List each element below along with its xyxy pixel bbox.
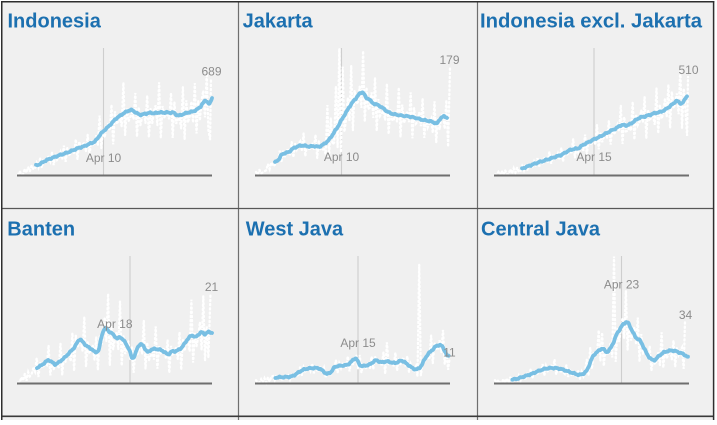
svg-text:Jakarta: Jakarta <box>243 11 314 33</box>
svg-text:Apr 23: Apr 23 <box>604 278 640 292</box>
svg-text:Apr 18: Apr 18 <box>97 317 133 331</box>
svg-text:Banten: Banten <box>7 219 75 241</box>
svg-text:Apr 10: Apr 10 <box>324 150 360 164</box>
svg-text:21: 21 <box>205 280 219 294</box>
svg-text:34: 34 <box>679 308 693 322</box>
svg-text:Indonesia excl. Jakarta: Indonesia excl. Jakarta <box>480 11 703 33</box>
svg-text:Apr 10: Apr 10 <box>86 151 122 165</box>
svg-text:689: 689 <box>201 65 221 79</box>
svg-text:West Java: West Java <box>246 219 344 241</box>
svg-text:179: 179 <box>439 53 459 67</box>
svg-text:510: 510 <box>678 63 698 77</box>
svg-text:Indonesia: Indonesia <box>8 11 102 33</box>
svg-text:11: 11 <box>443 345 456 359</box>
svg-text:Central Java: Central Java <box>481 219 601 241</box>
svg-text:Apr 15: Apr 15 <box>340 336 376 350</box>
svg-text:Apr 15: Apr 15 <box>576 150 612 164</box>
